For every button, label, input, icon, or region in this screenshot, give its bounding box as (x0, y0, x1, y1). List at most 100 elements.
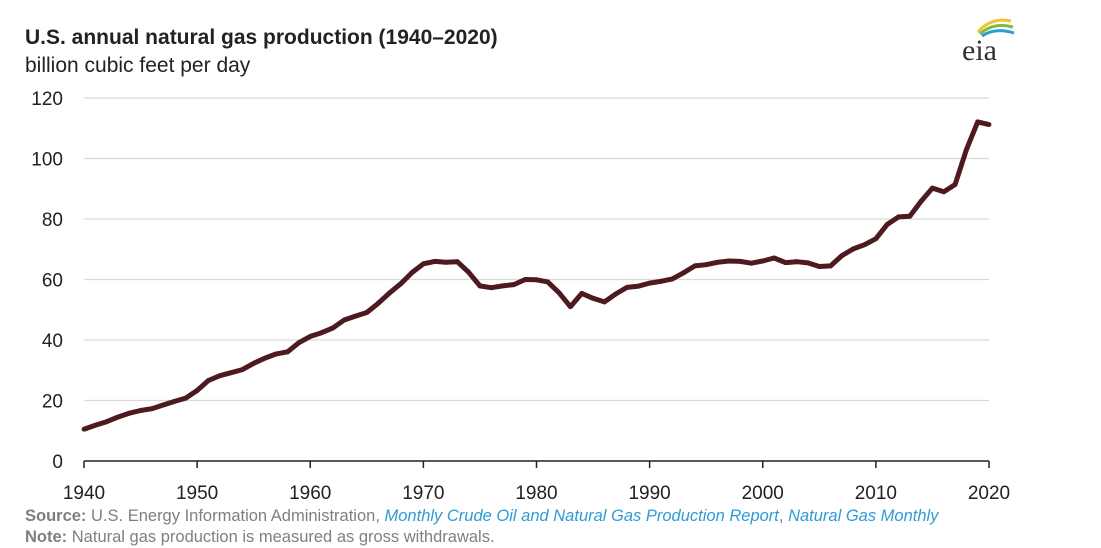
x-tick-labels: 1940 1950 1960 1970 1980 1990 2000 2010 2020 (63, 483, 1010, 504)
note-line: Note: Natural gas production is measured… (25, 528, 495, 547)
x-tick-label: 2000 (742, 483, 784, 504)
data-point-2002 (783, 260, 788, 265)
data-point-1988 (624, 285, 630, 290)
logo-text: eia (962, 34, 997, 67)
data-point-1953 (228, 370, 234, 376)
data-point-1952 (217, 373, 223, 379)
data-point-1948 (172, 399, 177, 404)
data-point-1980 (534, 277, 539, 283)
data-point-1957 (273, 351, 279, 357)
note-text: Natural gas production is measured as gr… (71, 528, 495, 546)
data-point-1983 (568, 304, 573, 310)
data-point-1996 (715, 259, 720, 265)
data-point-1978 (511, 282, 517, 287)
y-tick-label: 40 (42, 331, 63, 352)
note-label: Note: (25, 528, 68, 546)
data-point-1972 (443, 259, 449, 265)
data-point-2005 (816, 264, 822, 269)
data-point-2003 (794, 259, 800, 265)
x-tick-label: 1940 (63, 483, 105, 504)
x-axis (83, 460, 990, 468)
logo-arc-yellow (976, 18, 1012, 34)
data-point-1994 (692, 263, 698, 269)
x-tick-label: 1970 (402, 483, 444, 504)
data-point-1987 (613, 291, 619, 297)
data-point-1968 (398, 281, 404, 287)
source-line: Source: U.S. Energy Information Administ… (25, 507, 938, 526)
data-point-1966 (375, 301, 381, 306)
data-point-1955 (251, 360, 257, 366)
data-point-2010 (873, 236, 879, 242)
data-point-1947 (160, 402, 166, 408)
data-point-1999 (749, 260, 754, 266)
data-point-1956 (262, 355, 268, 361)
data-point-2014 (918, 198, 924, 204)
data-point-2019 (975, 119, 981, 125)
data-point-2012 (896, 214, 901, 220)
source-link-natural-gas-monthly[interactable]: Natural Gas Monthly (788, 507, 939, 525)
data-point-2015 (930, 185, 935, 191)
data-point-1944 (126, 410, 132, 416)
data-point-1958 (285, 349, 290, 355)
data-point-1946 (149, 406, 155, 412)
x-tick-label: 2010 (855, 483, 897, 504)
data-point-1950 (194, 388, 200, 393)
data-point-1960 (307, 334, 313, 339)
data-point-1965 (364, 310, 370, 315)
data-point-1979 (522, 277, 528, 282)
data-point-1970 (421, 261, 426, 267)
data-point-1984 (579, 291, 585, 296)
data-point-1969 (409, 270, 415, 275)
x-tick-label: 1950 (176, 483, 218, 504)
data-point-1990 (647, 280, 652, 286)
x-tick-label: 1980 (515, 483, 557, 504)
data-point-1975 (477, 283, 483, 289)
source-label: Source: (25, 507, 87, 525)
data-point-1981 (545, 279, 551, 285)
source-separator: , (778, 507, 784, 525)
data-point-1986 (602, 299, 607, 305)
data-point-1976 (488, 285, 494, 291)
data-point-1995 (703, 262, 709, 268)
x-tick-label: 1960 (289, 483, 331, 504)
data-point-1959 (296, 340, 302, 346)
data-point-1967 (387, 290, 392, 296)
y-tick-label: 0 (52, 452, 63, 473)
data-point-1977 (500, 283, 505, 289)
data-point-1982 (556, 290, 562, 296)
data-point-2004 (805, 260, 811, 266)
data-point-2018 (964, 147, 969, 153)
data-point-1971 (432, 259, 438, 264)
data-point-1962 (330, 325, 336, 331)
data-point-1992 (669, 276, 675, 282)
logo-arc-blue (981, 29, 1015, 38)
data-point-1998 (737, 259, 743, 264)
y-tick-label: 80 (42, 210, 63, 231)
y-tick-labels: 0 20 40 60 80 100 120 (31, 89, 63, 473)
data-point-1997 (726, 258, 732, 264)
x-tick-label: 2020 (968, 483, 1010, 504)
data-point-1949 (183, 395, 189, 401)
x-tick-label: 1990 (628, 483, 670, 504)
y-tick-label: 20 (42, 392, 63, 413)
data-point-1954 (240, 367, 245, 372)
data-point-1941 (92, 422, 98, 428)
data-point-1942 (104, 419, 109, 425)
data-point-1964 (353, 313, 358, 319)
data-point-2000 (760, 258, 766, 264)
data-point-2008 (850, 246, 856, 252)
data-point-1940 (81, 426, 87, 432)
logo-arc-green (978, 24, 1014, 36)
data-point-1961 (319, 330, 324, 336)
eia-logo: eia (962, 18, 1015, 67)
y-tick-label: 100 (31, 150, 63, 171)
source-link-monthly-crude-oil[interactable]: Monthly Crude Oil and Natural Gas Produc… (384, 507, 779, 525)
data-point-1973 (454, 259, 460, 265)
y-tick-label: 60 (42, 271, 63, 292)
chart-subtitle: billion cubic feet per day (25, 54, 251, 77)
data-point-1974 (466, 269, 471, 275)
data-point-2006 (828, 263, 833, 269)
data-point-2017 (952, 182, 958, 187)
data-point-1989 (635, 283, 641, 289)
source-text: U.S. Energy Information Administration, (91, 507, 380, 525)
